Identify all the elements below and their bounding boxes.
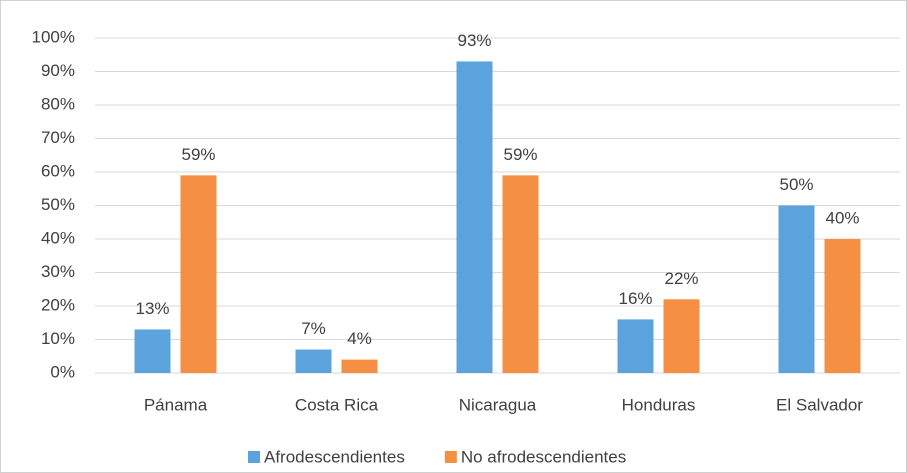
- bar: [341, 359, 378, 373]
- legend-swatch: [248, 451, 260, 463]
- data-label: 93%: [457, 31, 491, 50]
- bar: [295, 349, 332, 373]
- y-tick-label: 30%: [41, 262, 75, 281]
- data-label: 4%: [347, 329, 372, 348]
- y-tick-label: 10%: [41, 329, 75, 348]
- bar: [824, 239, 861, 373]
- data-label: 50%: [779, 175, 813, 194]
- bar: [134, 329, 171, 373]
- data-label: 7%: [301, 319, 326, 338]
- y-tick-label: 100%: [32, 27, 75, 46]
- bar: [502, 175, 539, 373]
- y-tick-label: 70%: [41, 128, 75, 147]
- y-tick-label: 20%: [41, 295, 75, 314]
- data-label: 59%: [181, 145, 215, 164]
- data-label: 59%: [503, 145, 537, 164]
- bar: [617, 319, 654, 373]
- x-tick-label: Pánama: [144, 395, 208, 414]
- x-tick-label: El Salvador: [776, 395, 863, 414]
- bar: [778, 205, 815, 373]
- bar: [180, 175, 217, 373]
- y-tick-label: 90%: [41, 61, 75, 80]
- y-tick-label: 80%: [41, 94, 75, 113]
- data-label: 16%: [618, 289, 652, 308]
- y-tick-label: 60%: [41, 161, 75, 180]
- x-tick-label: Honduras: [622, 395, 696, 414]
- bar: [663, 299, 700, 373]
- data-label: 22%: [664, 269, 698, 288]
- y-tick-label: 0%: [50, 362, 75, 381]
- data-label: 40%: [825, 208, 859, 227]
- legend-label: No afrodescendientes: [461, 447, 626, 466]
- x-tick-label: Costa Rica: [295, 395, 379, 414]
- data-label: 13%: [135, 299, 169, 318]
- y-tick-label: 40%: [41, 228, 75, 247]
- y-tick-label: 50%: [41, 195, 75, 214]
- bar: [456, 61, 493, 373]
- legend-label: Afrodescendientes: [264, 447, 405, 466]
- x-tick-label: Nicaragua: [459, 395, 537, 414]
- legend-swatch: [444, 451, 457, 463]
